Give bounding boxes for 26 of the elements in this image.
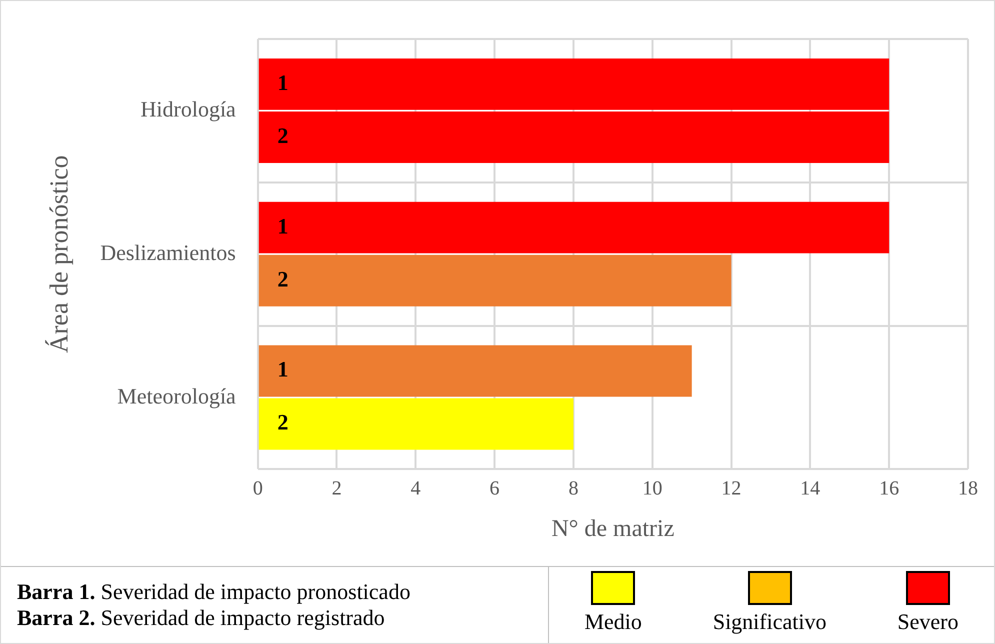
- series-label: 1: [277, 213, 288, 238]
- series-label: 2: [277, 410, 288, 435]
- x-tick-label: 2: [332, 477, 342, 500]
- x-axis-title: N° de matriz: [551, 516, 674, 542]
- x-tick-label: 14: [800, 477, 820, 500]
- text: Barra 2. Severidad de impacto registrado: [17, 605, 386, 631]
- x-tick-label: 12: [721, 477, 742, 500]
- text: Barra 1. Severidad de impacto pronosticado: [17, 579, 412, 605]
- x-tick-label: 10: [642, 477, 662, 500]
- y-tick-label: Deslizamientos: [100, 240, 236, 265]
- text: 1: [277, 356, 288, 382]
- text: Severo: [897, 609, 958, 635]
- x-tick-label: 16: [879, 477, 900, 500]
- x-tick-label: 6: [490, 477, 500, 500]
- text: Medio: [584, 609, 642, 635]
- text: Significativo: [712, 609, 826, 635]
- y-axis-title: Área de pronóstico: [44, 155, 74, 354]
- text: 2: [277, 266, 288, 292]
- x-tick-label: 4: [410, 477, 421, 500]
- y-tick-label: Meteorología: [117, 383, 236, 408]
- x-tick-label: 8: [568, 477, 578, 500]
- y-tick-label: Hidrología: [140, 96, 236, 122]
- text: 1: [277, 70, 288, 95]
- x-tick-label: 0: [252, 477, 263, 500]
- text: 2: [277, 122, 288, 148]
- x-tick-label: 18: [958, 477, 978, 500]
